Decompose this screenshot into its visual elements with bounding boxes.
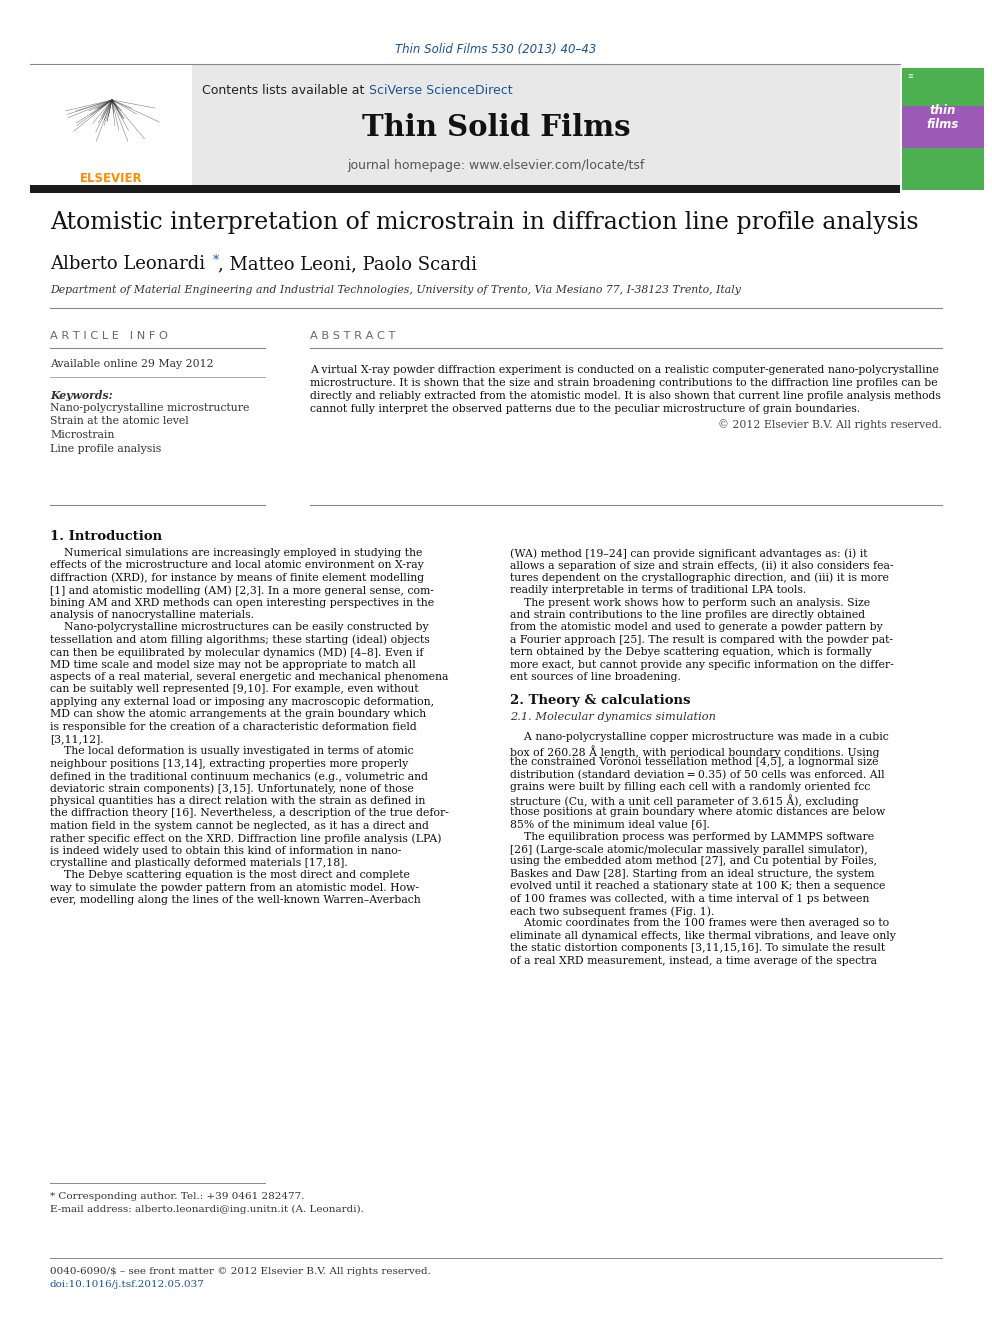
Text: A nano-polycrystalline copper microstructure was made in a cubic: A nano-polycrystalline copper microstruc…	[510, 733, 889, 742]
Text: crystalline and plastically deformed materials [17,18].: crystalline and plastically deformed mat…	[50, 859, 348, 868]
Text: the static distortion components [3,11,15,16]. To simulate the result: the static distortion components [3,11,1…	[510, 943, 885, 953]
Text: thin
films: thin films	[927, 105, 959, 131]
Text: physical quantities has a direct relation with the strain as defined in: physical quantities has a direct relatio…	[50, 796, 426, 806]
Text: from the atomistic model and used to generate a powder pattern by: from the atomistic model and used to gen…	[510, 622, 883, 632]
Text: and strain contributions to the line profiles are directly obtained: and strain contributions to the line pro…	[510, 610, 865, 620]
Text: applying any external load or imposing any macroscopic deformation,: applying any external load or imposing a…	[50, 697, 434, 706]
Text: can then be equilibrated by molecular dynamics (MD) [4–8]. Even if: can then be equilibrated by molecular dy…	[50, 647, 424, 658]
Text: evolved until it reached a stationary state at 100 K; then a sequence: evolved until it reached a stationary st…	[510, 881, 886, 892]
Bar	[30, 65, 192, 185]
Text: structure (Cu, with a unit cell parameter of 3.615 Å), excluding: structure (Cu, with a unit cell paramete…	[510, 794, 859, 807]
Text: Atomic coordinates from the 100 frames were then averaged so to: Atomic coordinates from the 100 frames w…	[510, 918, 889, 929]
Text: diffraction (XRD), for instance by means of finite element modelling: diffraction (XRD), for instance by means…	[50, 573, 425, 583]
Text: MD time scale and model size may not be appropriate to match all: MD time scale and model size may not be …	[50, 660, 416, 669]
Text: bining AM and XRD methods can open interesting perspectives in the: bining AM and XRD methods can open inter…	[50, 598, 434, 607]
Bar	[902, 106, 984, 148]
Text: analysis of nanocrystalline materials.: analysis of nanocrystalline materials.	[50, 610, 254, 620]
Text: ELSEVIER: ELSEVIER	[79, 172, 142, 184]
Text: *: *	[213, 254, 219, 266]
Text: of 100 frames was collected, with a time interval of 1 ps between: of 100 frames was collected, with a time…	[510, 893, 869, 904]
Text: * Corresponding author. Tel.: +39 0461 282477.: * Corresponding author. Tel.: +39 0461 2…	[50, 1192, 305, 1201]
Bar	[30, 185, 900, 193]
Text: The equilibration process was performed by LAMMPS software: The equilibration process was performed …	[510, 832, 874, 841]
Text: 1. Introduction: 1. Introduction	[50, 531, 162, 542]
Text: tern obtained by the Debye scattering equation, which is formally: tern obtained by the Debye scattering eq…	[510, 647, 872, 658]
Text: Available online 29 May 2012: Available online 29 May 2012	[50, 359, 213, 369]
Text: Microstrain: Microstrain	[50, 430, 114, 441]
Text: using the embedded atom method [27], and Cu potential by Foiles,: using the embedded atom method [27], and…	[510, 856, 877, 867]
Text: A B S T R A C T: A B S T R A C T	[310, 331, 396, 341]
Text: can be suitably well represented [9,10]. For example, even without: can be suitably well represented [9,10].…	[50, 684, 419, 695]
Text: way to simulate the powder pattern from an atomistic model. How-: way to simulate the powder pattern from …	[50, 882, 419, 893]
Text: E-mail address: alberto.leonardi@ing.unitn.it (A. Leonardi).: E-mail address: alberto.leonardi@ing.uni…	[50, 1205, 364, 1215]
Text: Thin Solid Films 530 (2013) 40–43: Thin Solid Films 530 (2013) 40–43	[396, 44, 596, 57]
Text: 2. Theory & calculations: 2. Theory & calculations	[510, 695, 690, 708]
Text: A R T I C L E   I N F O: A R T I C L E I N F O	[50, 331, 168, 341]
Text: Strain at the atomic level: Strain at the atomic level	[50, 417, 188, 426]
Text: the constrained Voronoi tessellation method [4,5], a lognormal size: the constrained Voronoi tessellation met…	[510, 757, 879, 767]
Text: (WA) method [19–24] can provide significant advantages as: (i) it: (WA) method [19–24] can provide signific…	[510, 548, 867, 558]
Text: directly and reliably extracted from the atomistic model. It is also shown that : directly and reliably extracted from the…	[310, 392, 940, 401]
Text: of a real XRD measurement, instead, a time average of the spectra: of a real XRD measurement, instead, a ti…	[510, 955, 877, 966]
Text: , Matteo Leoni, Paolo Scardi: , Matteo Leoni, Paolo Scardi	[218, 255, 477, 273]
Text: is indeed widely used to obtain this kind of information in nano-: is indeed widely used to obtain this kin…	[50, 845, 402, 856]
Text: journal homepage: www.elsevier.com/locate/tsf: journal homepage: www.elsevier.com/locat…	[347, 159, 645, 172]
Text: Contents lists available at: Contents lists available at	[201, 85, 368, 98]
Text: tures dependent on the crystallographic direction, and (iii) it is more: tures dependent on the crystallographic …	[510, 573, 889, 583]
Text: ever, modelling along the lines of the well-known Warren–Averbach: ever, modelling along the lines of the w…	[50, 896, 421, 905]
Text: neighbour positions [13,14], extracting properties more properly: neighbour positions [13,14], extracting …	[50, 759, 409, 769]
Text: Thin Solid Films: Thin Solid Films	[362, 114, 630, 143]
Text: [1] and atomistic modelling (AM) [2,3]. In a more general sense, com-: [1] and atomistic modelling (AM) [2,3]. …	[50, 585, 434, 595]
Text: grains were built by filling each cell with a randomly oriented fcc: grains were built by filling each cell w…	[510, 782, 870, 792]
Text: Nano-polycrystalline microstructure: Nano-polycrystalline microstructure	[50, 404, 249, 413]
Text: rather specific effect on the XRD. Diffraction line profile analysis (LPA): rather specific effect on the XRD. Diffr…	[50, 833, 441, 844]
Text: Baskes and Daw [28]. Starting from an ideal structure, the system: Baskes and Daw [28]. Starting from an id…	[510, 869, 875, 878]
Text: A virtual X-ray powder diffraction experiment is conducted on a realistic comput: A virtual X-ray powder diffraction exper…	[310, 365, 938, 374]
Text: Nano-polycrystalline microstructures can be easily constructed by: Nano-polycrystalline microstructures can…	[50, 622, 429, 632]
Text: Atomistic interpretation of microstrain in diffraction line profile analysis: Atomistic interpretation of microstrain …	[50, 210, 919, 233]
Text: ≡: ≡	[907, 73, 913, 79]
Text: each two subsequent frames (Fig. 1).: each two subsequent frames (Fig. 1).	[510, 906, 714, 917]
Text: microstructure. It is shown that the size and strain broadening contributions to: microstructure. It is shown that the siz…	[310, 378, 937, 388]
Text: box of 260.28 Å length, with periodical boundary conditions. Using: box of 260.28 Å length, with periodical …	[510, 745, 880, 758]
Text: readily interpretable in terms of traditional LPA tools.: readily interpretable in terms of tradit…	[510, 585, 806, 595]
Text: The Debye scattering equation is the most direct and complete: The Debye scattering equation is the mos…	[50, 871, 410, 880]
Bar	[902, 148, 984, 191]
Text: the diffraction theory [16]. Nevertheless, a description of the true defor-: the diffraction theory [16]. Nevertheles…	[50, 808, 448, 819]
Text: eliminate all dynamical effects, like thermal vibrations, and leave only: eliminate all dynamical effects, like th…	[510, 931, 896, 941]
Text: [26] (Large-scale atomic/molecular massively parallel simulator),: [26] (Large-scale atomic/molecular massi…	[510, 844, 868, 855]
Text: effects of the microstructure and local atomic environment on X-ray: effects of the microstructure and local …	[50, 561, 424, 570]
Text: Alberto Leonardi: Alberto Leonardi	[50, 255, 211, 273]
Text: Line profile analysis: Line profile analysis	[50, 443, 162, 454]
Text: aspects of a real material, several energetic and mechanical phenomena: aspects of a real material, several ener…	[50, 672, 448, 681]
Text: The local deformation is usually investigated in terms of atomic: The local deformation is usually investi…	[50, 746, 414, 757]
Bar	[30, 65, 900, 185]
Text: is responsible for the creation of a characteristic deformation field: is responsible for the creation of a cha…	[50, 721, 417, 732]
Text: allows a separation of size and strain effects, (ii) it also considers fea-: allows a separation of size and strain e…	[510, 561, 894, 572]
Text: defined in the traditional continuum mechanics (e.g., volumetric and: defined in the traditional continuum mec…	[50, 771, 428, 782]
Text: those positions at grain boundary where atomic distances are below: those positions at grain boundary where …	[510, 807, 885, 816]
Text: SciVerse ScienceDirect: SciVerse ScienceDirect	[369, 85, 513, 98]
Text: MD can show the atomic arrangements at the grain boundary which: MD can show the atomic arrangements at t…	[50, 709, 427, 720]
Text: Numerical simulations are increasingly employed in studying the: Numerical simulations are increasingly e…	[50, 548, 423, 558]
Text: distribution (standard deviation = 0.35) of 50 cells was enforced. All: distribution (standard deviation = 0.35)…	[510, 770, 885, 781]
Text: ent sources of line broadening.: ent sources of line broadening.	[510, 672, 681, 681]
Text: deviatoric strain components) [3,15]. Unfortunately, none of those: deviatoric strain components) [3,15]. Un…	[50, 783, 414, 794]
Text: more exact, but cannot provide any specific information on the differ-: more exact, but cannot provide any speci…	[510, 660, 894, 669]
Text: doi:10.1016/j.tsf.2012.05.037: doi:10.1016/j.tsf.2012.05.037	[50, 1279, 205, 1289]
Text: Department of Material Engineering and Industrial Technologies, University of Tr: Department of Material Engineering and I…	[50, 284, 741, 295]
Text: 0040-6090/$ – see front matter © 2012 Elsevier B.V. All rights reserved.: 0040-6090/$ – see front matter © 2012 El…	[50, 1267, 431, 1275]
Text: mation field in the system cannot be neglected, as it has a direct and: mation field in the system cannot be neg…	[50, 820, 429, 831]
Text: © 2012 Elsevier B.V. All rights reserved.: © 2012 Elsevier B.V. All rights reserved…	[718, 419, 942, 430]
Text: 85% of the minimum ideal value [6].: 85% of the minimum ideal value [6].	[510, 819, 710, 830]
Text: [3,11,12].: [3,11,12].	[50, 734, 103, 744]
Text: cannot fully interpret the observed patterns due to the peculiar microstructure : cannot fully interpret the observed patt…	[310, 404, 860, 414]
Bar	[902, 67, 984, 106]
Text: The present work shows how to perform such an analysis. Size: The present work shows how to perform su…	[510, 598, 870, 607]
Text: 2.1. Molecular dynamics simulation: 2.1. Molecular dynamics simulation	[510, 712, 716, 722]
Text: Keywords:: Keywords:	[50, 390, 113, 401]
Text: a Fourier approach [25]. The result is compared with the powder pat-: a Fourier approach [25]. The result is c…	[510, 635, 893, 644]
Text: tessellation and atom filling algorithms; these starting (ideal) objects: tessellation and atom filling algorithms…	[50, 635, 430, 646]
